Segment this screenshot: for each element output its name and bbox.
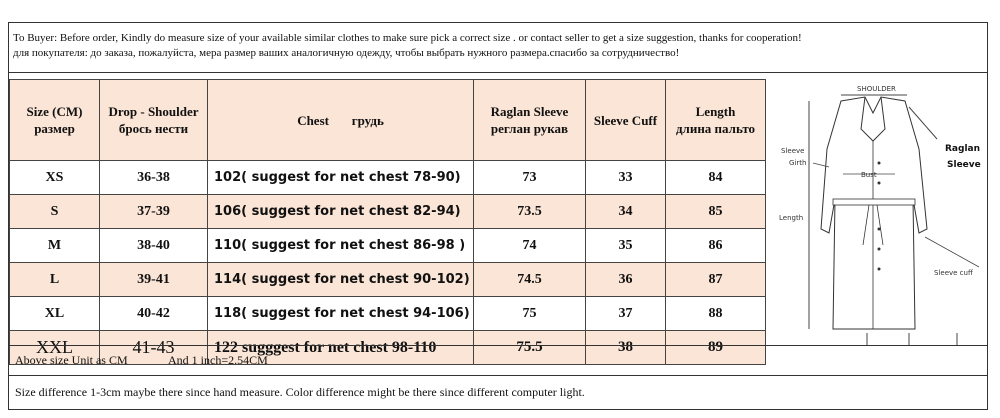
cell-raglan: 74 [473, 228, 586, 263]
notice-russian: для покупателя: до заказа, пожалуйста, м… [13, 47, 680, 59]
cell-size: XS [9, 160, 100, 195]
button-icon [877, 227, 881, 231]
cell-cuff: 34 [585, 194, 666, 229]
button-icon [877, 267, 881, 271]
cell-size: XL [9, 296, 100, 331]
label-bust: Bust [861, 171, 877, 179]
unit-text: Above size Unit as CM [15, 353, 128, 367]
belt-icon [832, 198, 916, 206]
table-row: S 37-39 106( suggest for net chest 82-94… [9, 194, 766, 229]
header-row: Size (CM) размер Drop - Shoulder брось нес… [9, 79, 766, 161]
cell-cuff: 35 [585, 228, 666, 263]
unit-note: Above size Unit as CM And 1 inch=2.54CM [9, 345, 987, 375]
cell-length: 85 [665, 194, 766, 229]
cell-length: 88 [665, 296, 766, 331]
cell-size: M [9, 228, 100, 263]
label-shoulder: SHOULDER [857, 85, 896, 93]
cell-raglan: 73 [473, 160, 586, 195]
table-row: M 38-40 110( suggest for net chest 86-98… [9, 228, 766, 263]
header-length: Length длина пальто [665, 79, 766, 161]
cell-cuff: 37 [585, 296, 666, 331]
button-icon [877, 247, 881, 251]
size-chart: To Buyer: Before order, Kindly do measur… [8, 22, 988, 410]
cell-raglan: 74.5 [473, 262, 586, 297]
label-length: Length [779, 214, 803, 222]
table-row: XL 40-42 118( suggest for net chest 94-1… [9, 296, 766, 331]
cell-raglan: 73.5 [473, 194, 586, 229]
table-row: XXL 41-43 122 sugggest for net chest 98-… [9, 330, 766, 365]
cell-shoulder: 37-39 [99, 194, 208, 229]
button-icon [877, 181, 881, 185]
cell-length: 86 [665, 228, 766, 263]
cell-shoulder: 36-38 [99, 160, 208, 195]
cell-length: 89 [665, 330, 766, 365]
button-icon [877, 161, 881, 165]
cell-chest: 110( suggest for net chest 86-98 ) [207, 228, 474, 263]
belt-tie-icon [862, 204, 884, 246]
cell-chest: 102( suggest for net chest 78-90) [207, 160, 474, 195]
label-raglan-2: Sleeve [947, 160, 981, 170]
cell-chest: 122 sugggest for net chest 98-110 [207, 330, 474, 365]
cell-cuff: 33 [585, 160, 666, 195]
cell-size: L [9, 262, 100, 297]
buyer-notice: To Buyer: Before order, Kindly do measur… [9, 23, 987, 73]
cell-cuff: 36 [585, 262, 666, 297]
header-raglan: Raglan Sleeve реглан рукав [473, 79, 586, 161]
header-chest: Chest грудь [207, 79, 474, 161]
cell-raglan: 75.5 [473, 330, 586, 365]
cell-raglan: 75 [473, 296, 586, 331]
header-size: Size (CM) размер [9, 79, 100, 161]
notice-english: To Buyer: Before order, Kindly do measur… [13, 32, 802, 44]
cell-size: XXL [9, 330, 100, 365]
inch-text: And 1 inch=2.54CM [168, 353, 268, 367]
cell-length: 87 [665, 262, 766, 297]
label-sleeve-girth-2: Girth [789, 159, 806, 167]
label-sleeve-cuff: Sleeve cuff [934, 269, 973, 277]
label-raglan-1: Raglan [945, 144, 980, 154]
cell-shoulder: 38-40 [99, 228, 208, 263]
raglan-line [908, 106, 938, 140]
cell-shoulder: 39-41 [99, 262, 208, 297]
cell-shoulder: 40-42 [99, 296, 208, 331]
table-row: XS 36-38 102( suggest for net chest 78-9… [9, 160, 766, 195]
cell-chest: 118( suggest for net chest 94-106) [207, 296, 474, 331]
cell-chest: 106( suggest for net chest 82-94) [207, 194, 474, 229]
header-cuff: Sleeve Cuff [585, 79, 666, 161]
header-shoulder: Drop - Shoulder брось нести [99, 79, 208, 161]
cell-cuff: 38 [585, 330, 666, 365]
coat-shape-icon [820, 96, 928, 330]
cell-chest: 114( suggest for net chest 90-102) [207, 262, 474, 297]
sleeve-girth-line [812, 162, 830, 168]
coat-measurement-diagram: SHOULDER Sleeve Girth Bust Raglan Sleeve… [779, 85, 981, 345]
size-table: Size (CM) размер Drop - Shoulder брось нес… [9, 79, 766, 365]
label-sleeve-girth: Sleeve [781, 147, 804, 155]
cell-length: 84 [665, 160, 766, 195]
table-row: L 39-41 114( suggest for net chest 90-10… [9, 262, 766, 297]
cuff-line [924, 236, 980, 268]
cell-size: S [9, 194, 100, 229]
difference-note: Size difference 1-3cm maybe there since … [9, 375, 987, 409]
